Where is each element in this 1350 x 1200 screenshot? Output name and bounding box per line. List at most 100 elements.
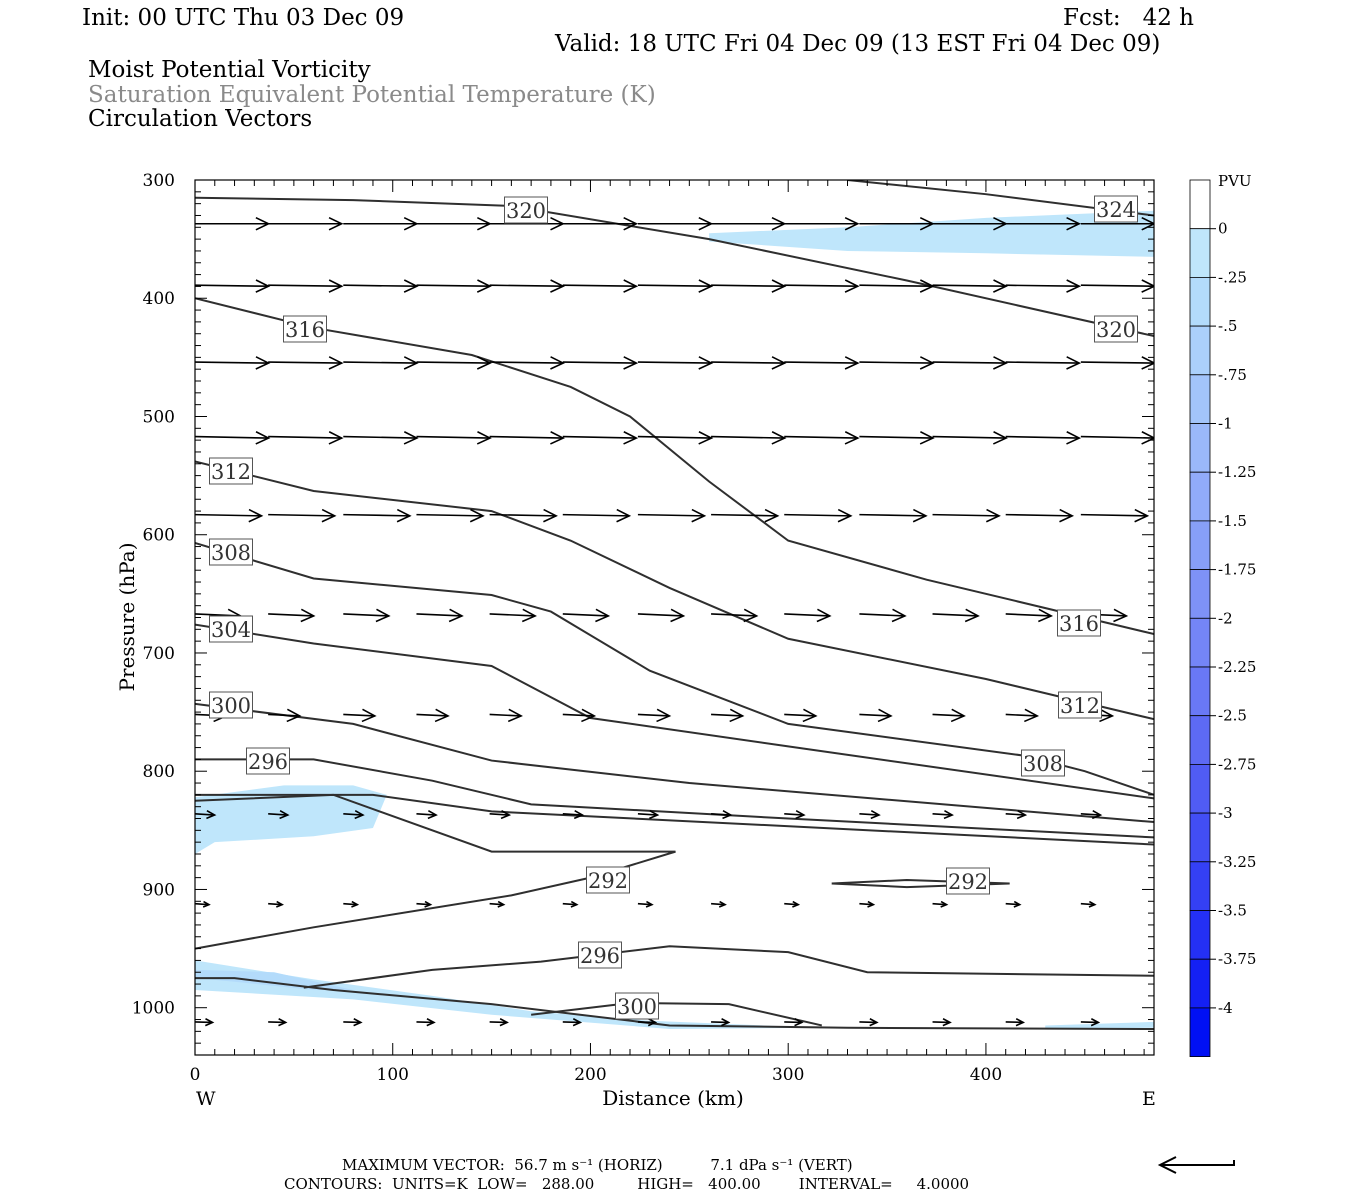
east-label: E	[1142, 1088, 1156, 1110]
vector-head	[1015, 1018, 1026, 1027]
x-tick-label: 100	[377, 1065, 409, 1085]
vector-shaft	[1005, 435, 1080, 439]
contour-label-box	[209, 538, 253, 566]
vector-shaft	[859, 361, 933, 364]
vector-shaft	[562, 613, 609, 617]
vector-head	[844, 356, 860, 370]
vector-shaft	[637, 284, 712, 288]
vector-head	[1066, 356, 1082, 370]
vector-head	[940, 900, 949, 908]
wind-vector	[859, 508, 928, 523]
vector-head	[1091, 810, 1103, 820]
vector-head	[351, 900, 360, 908]
vector-head	[424, 900, 433, 908]
wind-vector	[784, 508, 853, 523]
vector-shaft	[637, 713, 670, 717]
vector-head	[1099, 708, 1115, 723]
vector-shaft	[268, 361, 342, 364]
wind-vector	[416, 216, 492, 231]
vector-head	[698, 279, 714, 293]
theta-es-contour	[195, 623, 1154, 800]
vector-head	[964, 608, 980, 623]
vector-head	[771, 356, 787, 370]
vector-head	[656, 708, 672, 723]
vector-head	[919, 279, 935, 293]
wind-vector	[637, 508, 707, 523]
vector-head	[204, 1018, 215, 1027]
vector-shaft	[489, 361, 564, 364]
y-tick-label: 500	[143, 407, 175, 427]
vector-shaft	[416, 361, 490, 364]
vector-shaft	[1005, 713, 1038, 717]
vector-shaft	[416, 902, 431, 906]
vector-head	[1024, 708, 1040, 723]
wind-vector	[637, 810, 660, 820]
colorbar-swatch	[1189, 569, 1211, 619]
colorbar-swatch	[1189, 520, 1211, 571]
contour-label: 292	[948, 870, 988, 894]
vector-head	[550, 431, 565, 445]
vector-head	[375, 608, 391, 623]
wind-vector	[932, 1018, 952, 1027]
colorbar-label: 0	[1218, 220, 1228, 238]
vector-shaft	[711, 284, 785, 288]
colorbar-label: -3	[1218, 804, 1233, 822]
vector-head	[328, 216, 344, 231]
wind-vector	[489, 508, 558, 523]
vector-head	[718, 900, 727, 908]
wind-vector	[1080, 279, 1154, 293]
vector-head	[771, 431, 787, 445]
vector-shaft	[1080, 513, 1148, 517]
vector-head	[867, 900, 876, 908]
vector-head	[1066, 431, 1082, 445]
x-tick-label: 400	[970, 1065, 1002, 1085]
vector-shaft	[932, 513, 1000, 517]
vector-shaft	[343, 713, 375, 717]
vector-shaft	[1005, 902, 1020, 906]
vector-head	[403, 356, 419, 370]
vector-shaft	[932, 902, 947, 906]
contour-label: 312	[1060, 694, 1100, 718]
vector-head	[448, 608, 464, 623]
vector-shaft	[489, 812, 510, 816]
vector-head	[521, 608, 537, 623]
contour-label: 300	[211, 694, 251, 718]
theta-es-contour	[195, 196, 1154, 338]
wind-vector	[562, 356, 639, 370]
vector-head	[499, 1018, 509, 1027]
vector-head	[870, 810, 881, 820]
wind-vector	[1005, 216, 1082, 231]
colorbar-swatch	[1189, 910, 1211, 960]
contour-label: 316	[285, 318, 325, 342]
vector-shaft	[859, 284, 933, 288]
wind-vector	[416, 431, 492, 445]
wind-vector	[1005, 608, 1054, 623]
vector-shaft	[562, 513, 630, 517]
vector-head	[837, 508, 853, 523]
wind-vector	[562, 1018, 583, 1027]
contour-label-box	[209, 691, 253, 719]
contour-label-box	[1094, 315, 1138, 343]
vector-shaft	[711, 613, 757, 617]
wind-vector	[416, 708, 450, 723]
west-label: W	[196, 1088, 216, 1110]
theta-es-contour	[195, 460, 1154, 721]
wind-vector	[195, 810, 217, 820]
wind-vector	[343, 508, 412, 523]
wind-vector	[637, 216, 714, 231]
vector-head	[434, 708, 450, 723]
theta-es-contour	[531, 1001, 823, 1027]
colorbar-swatch	[1189, 764, 1211, 814]
vector-shaft	[195, 902, 210, 906]
theta-es-contour	[303, 945, 1154, 989]
vector-shaft	[1080, 435, 1154, 439]
vector-shaft	[932, 713, 965, 717]
vector-head	[255, 279, 271, 293]
vector-head	[721, 1018, 731, 1027]
contour-label: 312	[211, 460, 251, 484]
wind-vector	[784, 608, 832, 623]
y-tick-label: 700	[143, 644, 175, 664]
wind-vector	[268, 900, 284, 908]
colorbar-label: -1.75	[1218, 561, 1256, 579]
